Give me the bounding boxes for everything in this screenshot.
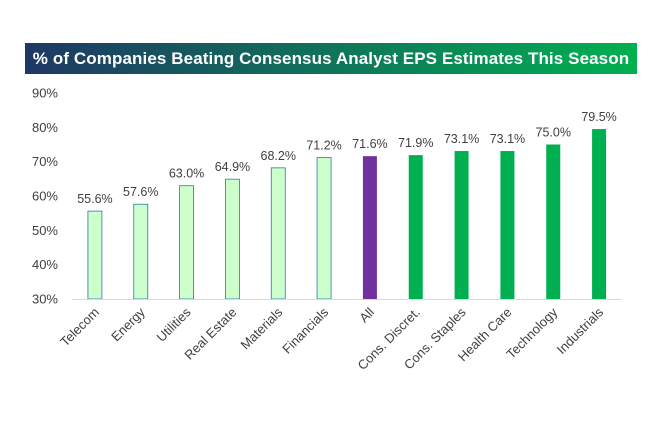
data-label: 57.6% [123, 185, 158, 199]
bar [179, 185, 194, 300]
y-axis-tick-labels: 30% 40% 50% 60% 70% 80% 90% [32, 86, 58, 307]
y-tick-label: 50% [32, 223, 58, 238]
y-tick-label: 90% [32, 86, 58, 101]
bar [362, 156, 377, 299]
data-label: 71.6% [352, 137, 387, 151]
data-label: 64.9% [215, 160, 250, 174]
data-label: 79.5% [581, 110, 616, 124]
x-category-label: Industrials [554, 304, 607, 357]
x-category-label: Energy [108, 304, 148, 344]
bar [133, 203, 149, 300]
data-label: 55.6% [77, 192, 112, 206]
y-tick-label: 40% [32, 257, 58, 272]
x-category-label: Utilities [153, 304, 194, 345]
bar [500, 151, 515, 299]
data-labels-group: 55.6% 57.6% 63.0% 64.9% 68.2% 71.2% 71.6% 71.9%… [77, 110, 617, 206]
data-label: 71.2% [306, 139, 341, 153]
bar [225, 178, 240, 300]
data-label: 71.9% [398, 136, 433, 150]
x-category-label: All [356, 304, 377, 325]
y-tick-label: 60% [32, 189, 58, 204]
bar [408, 155, 423, 299]
bars-group [87, 129, 607, 300]
data-label: 63.0% [169, 167, 204, 181]
bar [87, 210, 103, 300]
data-label: 68.2% [261, 149, 296, 163]
x-category-label: Telecom [57, 305, 102, 350]
bar [316, 157, 332, 300]
x-category-label: Financials [279, 304, 331, 356]
bar [454, 151, 469, 299]
bar [270, 167, 286, 300]
data-label: 73.1% [444, 132, 479, 146]
bar [592, 129, 607, 299]
y-tick-label: 30% [32, 292, 58, 307]
chart-title: % of Companies Beating Consensus Analyst… [25, 43, 637, 74]
y-tick-label: 80% [32, 120, 58, 135]
x-category-label: Materials [237, 304, 285, 352]
data-label: 75.0% [536, 126, 571, 140]
data-label: 73.1% [490, 132, 525, 146]
y-tick-label: 70% [32, 154, 58, 169]
bar [546, 144, 561, 299]
